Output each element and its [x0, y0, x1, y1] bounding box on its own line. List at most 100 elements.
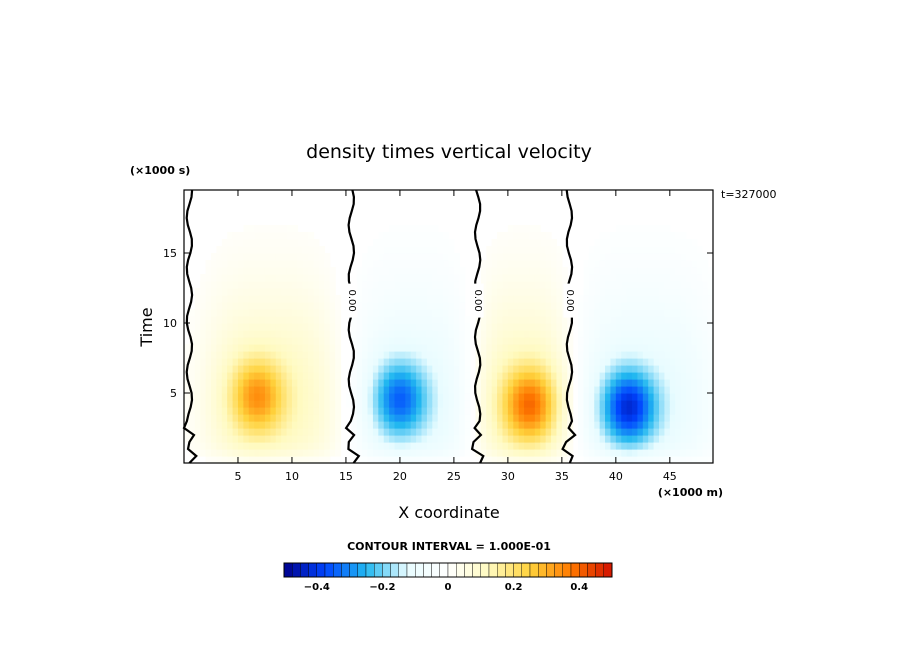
- heatmap-cell: [664, 274, 671, 282]
- heatmap-cell: [583, 309, 590, 317]
- heatmap-cell: [221, 358, 228, 366]
- heatmap-cell: [453, 302, 460, 310]
- heatmap-cell: [605, 330, 612, 338]
- heatmap-cell: [486, 267, 493, 275]
- heatmap-cell: [518, 351, 525, 359]
- heatmap-cell: [686, 351, 693, 359]
- heatmap-cell: [421, 400, 428, 408]
- heatmap-cell: [567, 337, 574, 345]
- heatmap-cell: [281, 456, 288, 464]
- heatmap-cell: [248, 407, 255, 415]
- heatmap-cell: [632, 372, 639, 380]
- heatmap-cell: [669, 232, 676, 240]
- heatmap-cell: [615, 337, 622, 345]
- heatmap-cell: [394, 421, 401, 429]
- heatmap-cell: [648, 239, 655, 247]
- heatmap-cell: [210, 365, 217, 373]
- heatmap-cell: [707, 302, 714, 310]
- heatmap-cell: [389, 246, 396, 254]
- heatmap-cell: [367, 456, 374, 464]
- heatmap-cell: [432, 379, 439, 387]
- heatmap-cell: [372, 407, 379, 415]
- heatmap-cell: [707, 372, 714, 380]
- heatmap-cell: [443, 358, 450, 366]
- heatmap-cell: [416, 246, 423, 254]
- heatmap-cell: [491, 351, 498, 359]
- heatmap-cell: [453, 274, 460, 282]
- heatmap-cell: [707, 309, 714, 317]
- heatmap-cell: [680, 337, 687, 345]
- heatmap-cell: [432, 337, 439, 345]
- heatmap-cell: [378, 449, 385, 457]
- heatmap-cell: [448, 323, 455, 331]
- heatmap-cell: [659, 351, 666, 359]
- heatmap-cell: [567, 386, 574, 394]
- heatmap-cell: [221, 407, 228, 415]
- heatmap-cell: [497, 337, 504, 345]
- heatmap-cell: [518, 414, 525, 422]
- heatmap-cell: [605, 407, 612, 415]
- heatmap-cell: [362, 393, 369, 401]
- heatmap-cell: [696, 253, 703, 261]
- heatmap-cell: [583, 414, 590, 422]
- heatmap-cell: [313, 400, 320, 408]
- heatmap-cell: [518, 239, 525, 247]
- heatmap-cell: [497, 309, 504, 317]
- heatmap-cell: [416, 400, 423, 408]
- heatmap-cell: [259, 316, 266, 324]
- heatmap-cell: [583, 421, 590, 429]
- heatmap-cell: [243, 393, 250, 401]
- heatmap-cell: [556, 372, 563, 380]
- heatmap-cell: [491, 400, 498, 408]
- heatmap-cell: [529, 316, 536, 324]
- heatmap-cell: [680, 421, 687, 429]
- heatmap-cell: [615, 393, 622, 401]
- heatmap-cell: [237, 407, 244, 415]
- heatmap-cell: [610, 372, 617, 380]
- heatmap-cell: [227, 372, 234, 380]
- heatmap-cell: [297, 414, 304, 422]
- heatmap-cell: [448, 400, 455, 408]
- heatmap-cell: [421, 337, 428, 345]
- heatmap-cell: [642, 302, 649, 310]
- heatmap-cell: [513, 281, 520, 289]
- heatmap-cell: [329, 414, 336, 422]
- heatmap-cell: [399, 386, 406, 394]
- heatmap-cell: [200, 407, 207, 415]
- heatmap-cell: [556, 407, 563, 415]
- heatmap-cell: [394, 253, 401, 261]
- heatmap-cell: [356, 379, 363, 387]
- heatmap-cell: [664, 351, 671, 359]
- heatmap-cell: [356, 274, 363, 282]
- heatmap-cell: [254, 442, 261, 450]
- heatmap-cell: [632, 456, 639, 464]
- heatmap-cell: [410, 400, 417, 408]
- heatmap-cell: [529, 281, 536, 289]
- heatmap-cell: [540, 428, 547, 436]
- heatmap-cell: [426, 393, 433, 401]
- heatmap-cell: [648, 407, 655, 415]
- heatmap-cell: [194, 344, 201, 352]
- heatmap-cell: [545, 246, 552, 254]
- heatmap-cell: [232, 288, 239, 296]
- heatmap-cell: [680, 407, 687, 415]
- colorbar-swatch: [324, 562, 334, 578]
- heatmap-cell: [394, 232, 401, 240]
- heatmap-cell: [437, 365, 444, 373]
- heatmap-cell: [480, 365, 487, 373]
- heatmap-cell: [356, 400, 363, 408]
- heatmap-cell: [626, 449, 633, 457]
- heatmap-cell: [216, 246, 223, 254]
- time-stamp-label: t=327000: [721, 188, 777, 201]
- heatmap-cell: [669, 309, 676, 317]
- heatmap-cell: [524, 309, 531, 317]
- heatmap-cell: [264, 372, 271, 380]
- heatmap-cell: [227, 414, 234, 422]
- heatmap-cell: [313, 267, 320, 275]
- heatmap-cell: [405, 414, 412, 422]
- heatmap-cell: [356, 407, 363, 415]
- heatmap-cell: [221, 246, 228, 254]
- heatmap-cell: [480, 393, 487, 401]
- heatmap-cell: [459, 337, 466, 345]
- heatmap-cell: [459, 393, 466, 401]
